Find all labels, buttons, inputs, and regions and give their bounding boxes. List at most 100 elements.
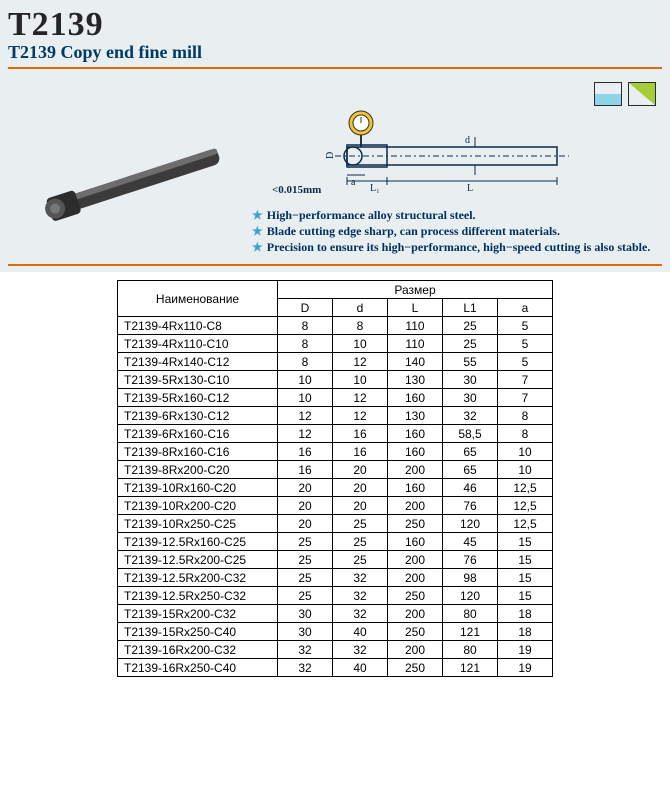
cell-name: T2139-10Rx250-C25 <box>118 515 278 533</box>
cell-value: 30 <box>278 605 333 623</box>
cell-value: 19 <box>498 641 553 659</box>
cell-value: 130 <box>388 371 443 389</box>
cell-value: 20 <box>278 515 333 533</box>
cell-value: 20 <box>333 479 388 497</box>
cell-value: 10 <box>333 371 388 389</box>
cell-value: 8 <box>498 407 553 425</box>
cell-value: 32 <box>333 569 388 587</box>
cell-value: 200 <box>388 605 443 623</box>
table-row: T2139-15Rx250-C40304025012118 <box>118 623 553 641</box>
cell-value: 10 <box>333 335 388 353</box>
cell-value: 20 <box>278 479 333 497</box>
cell-value: 8 <box>278 335 333 353</box>
cell-value: 15 <box>498 551 553 569</box>
table-row: T2139-15Rx200-C3230322008018 <box>118 605 553 623</box>
cell-value: 58,5 <box>443 425 498 443</box>
cell-name: T2139-12.5Rx200-C32 <box>118 569 278 587</box>
cell-value: 130 <box>388 407 443 425</box>
cell-value: 16 <box>278 443 333 461</box>
cell-name: T2139-8Rx160-C16 <box>118 443 278 461</box>
cell-value: 15 <box>498 569 553 587</box>
cell-name: T2139-4Rx110-C10 <box>118 335 278 353</box>
cell-value: 200 <box>388 641 443 659</box>
cell-value: 12,5 <box>498 479 553 497</box>
cell-name: T2139-12.5Rx200-C25 <box>118 551 278 569</box>
cell-value: 120 <box>443 515 498 533</box>
cell-name: T2139-6Rx160-C16 <box>118 425 278 443</box>
cell-value: 160 <box>388 389 443 407</box>
cell-name: T2139-6Rx130-C12 <box>118 407 278 425</box>
cell-value: 40 <box>333 659 388 677</box>
cell-value: 32 <box>443 407 498 425</box>
cell-value: 65 <box>443 461 498 479</box>
cell-value: 16 <box>333 425 388 443</box>
cell-value: 8 <box>498 425 553 443</box>
svg-text:a: a <box>351 177 356 188</box>
cell-value: 25 <box>278 551 333 569</box>
rule-top <box>8 67 662 69</box>
table-row: T2139-10Rx160-C2020201604612,5 <box>118 479 553 497</box>
cell-name: T2139-16Rx250-C40 <box>118 659 278 677</box>
product-code: T2139 <box>8 6 662 44</box>
cell-value: 5 <box>498 353 553 371</box>
spec-table: Наименование Размер DdLL1a T2139-4Rx110-… <box>117 280 553 677</box>
table-row: T2139-5Rx130-C101010130307 <box>118 371 553 389</box>
cell-value: 12 <box>278 407 333 425</box>
cell-value: 200 <box>388 569 443 587</box>
cell-value: 10 <box>498 443 553 461</box>
cell-value: 25 <box>333 515 388 533</box>
cell-value: 7 <box>498 389 553 407</box>
cell-value: 12 <box>333 353 388 371</box>
cell-value: 40 <box>333 623 388 641</box>
table-row: T2139-4Rx110-C888110255 <box>118 317 553 335</box>
cell-value: 121 <box>443 623 498 641</box>
table-row: T2139-6Rx160-C16121616058,58 <box>118 425 553 443</box>
cell-value: 7 <box>498 371 553 389</box>
cell-value: 32 <box>278 641 333 659</box>
table-row: T2139-8Rx200-C2016202006510 <box>118 461 553 479</box>
cell-value: 12 <box>278 425 333 443</box>
finish-machining-icon <box>628 82 656 106</box>
feature-line: ★Precision to ensure its high−performanc… <box>252 240 662 255</box>
cell-value: 160 <box>388 425 443 443</box>
cell-value: 16 <box>333 443 388 461</box>
cell-value: 15 <box>498 533 553 551</box>
cell-value: 12 <box>333 389 388 407</box>
cell-value: 76 <box>443 551 498 569</box>
cell-value: 160 <box>388 533 443 551</box>
cell-value: 25 <box>333 551 388 569</box>
table-row: T2139-5Rx160-C121012160307 <box>118 389 553 407</box>
cell-value: 20 <box>333 497 388 515</box>
cell-value: 30 <box>443 371 498 389</box>
cell-name: T2139-5Rx130-C10 <box>118 371 278 389</box>
cell-value: 200 <box>388 461 443 479</box>
col-name: Наименование <box>118 281 278 317</box>
tolerance-label: <0.015mm <box>272 184 321 196</box>
table-row: T2139-12.5Rx200-C2525252007615 <box>118 551 553 569</box>
cell-name: T2139-4Rx140-C12 <box>118 353 278 371</box>
cell-name: T2139-10Rx160-C20 <box>118 479 278 497</box>
cell-value: 160 <box>388 443 443 461</box>
rule-bottom <box>8 264 662 266</box>
cell-value: 98 <box>443 569 498 587</box>
capability-icons <box>594 82 656 106</box>
cell-value: 46 <box>443 479 498 497</box>
cell-value: 12 <box>333 407 388 425</box>
table-row: T2139-12.5Rx160-C2525251604515 <box>118 533 553 551</box>
cell-value: 80 <box>443 641 498 659</box>
cell-value: 18 <box>498 623 553 641</box>
table-row: T2139-12.5Rx200-C3225322009815 <box>118 569 553 587</box>
cell-value: 30 <box>443 389 498 407</box>
cell-name: T2139-12.5Rx250-C32 <box>118 587 278 605</box>
cell-value: 12,5 <box>498 515 553 533</box>
schematic-column: <0.015mm D d <box>250 107 662 256</box>
cell-name: T2139-4Rx110-C8 <box>118 317 278 335</box>
cell-value: 10 <box>498 461 553 479</box>
table-row: T2139-10Rx250-C25202525012012,5 <box>118 515 553 533</box>
cell-value: 20 <box>333 461 388 479</box>
cell-value: 200 <box>388 551 443 569</box>
cell-value: 8 <box>333 317 388 335</box>
cell-name: T2139-5Rx160-C12 <box>118 389 278 407</box>
svg-text:D: D <box>325 152 336 159</box>
table-row: T2139-4Rx140-C12812140555 <box>118 353 553 371</box>
